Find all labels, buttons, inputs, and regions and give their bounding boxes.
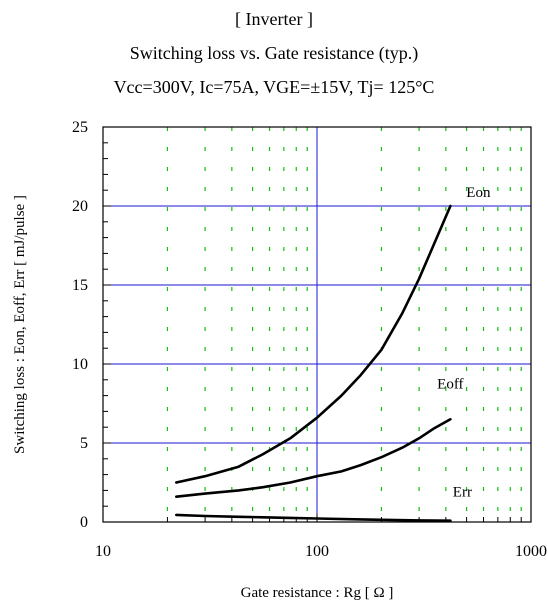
tick-labels: 0 5 10 15 20 25 10 100 1000 [72, 119, 547, 560]
x-axis-label: Gate resistance : Rg [ Ω ] [241, 585, 394, 601]
y-axis-label: Switching loss : Eon, Eoff, Err [ mJ/pul… [12, 195, 28, 454]
y-tick-label: 20 [72, 198, 88, 215]
series-line-eoff [175, 418, 452, 498]
series-label-eoff: Eoff [437, 376, 463, 392]
plot-frame [102, 126, 532, 523]
major-gridlines [103, 127, 531, 522]
chart-title-module: [ Inverter ] [235, 9, 313, 29]
axis-ticks [102, 126, 522, 523]
y-tick-label: 5 [80, 435, 88, 452]
y-tick-label: 15 [72, 277, 88, 294]
series-line-err [175, 513, 452, 522]
chart-title: Switching loss vs. Gate resistance (typ.… [129, 43, 419, 63]
chart-conditions: Vcc=300V, Ic=75A, VGE=±15V, Tj= 125°C [113, 77, 435, 97]
x-tick-label: 1000 [515, 543, 547, 560]
y-tick-label: 0 [80, 514, 88, 531]
x-tick-label: 100 [305, 543, 329, 560]
series-lines [175, 204, 452, 522]
series-line-eon [175, 204, 452, 484]
series-labels: Eon Eoff Err [437, 185, 491, 501]
x-tick-label: 10 [95, 543, 111, 560]
y-tick-label: 10 [72, 356, 88, 373]
y-tick-label: 25 [72, 119, 88, 136]
series-label-err: Err [453, 485, 472, 501]
series-label-eon: Eon [466, 185, 491, 201]
